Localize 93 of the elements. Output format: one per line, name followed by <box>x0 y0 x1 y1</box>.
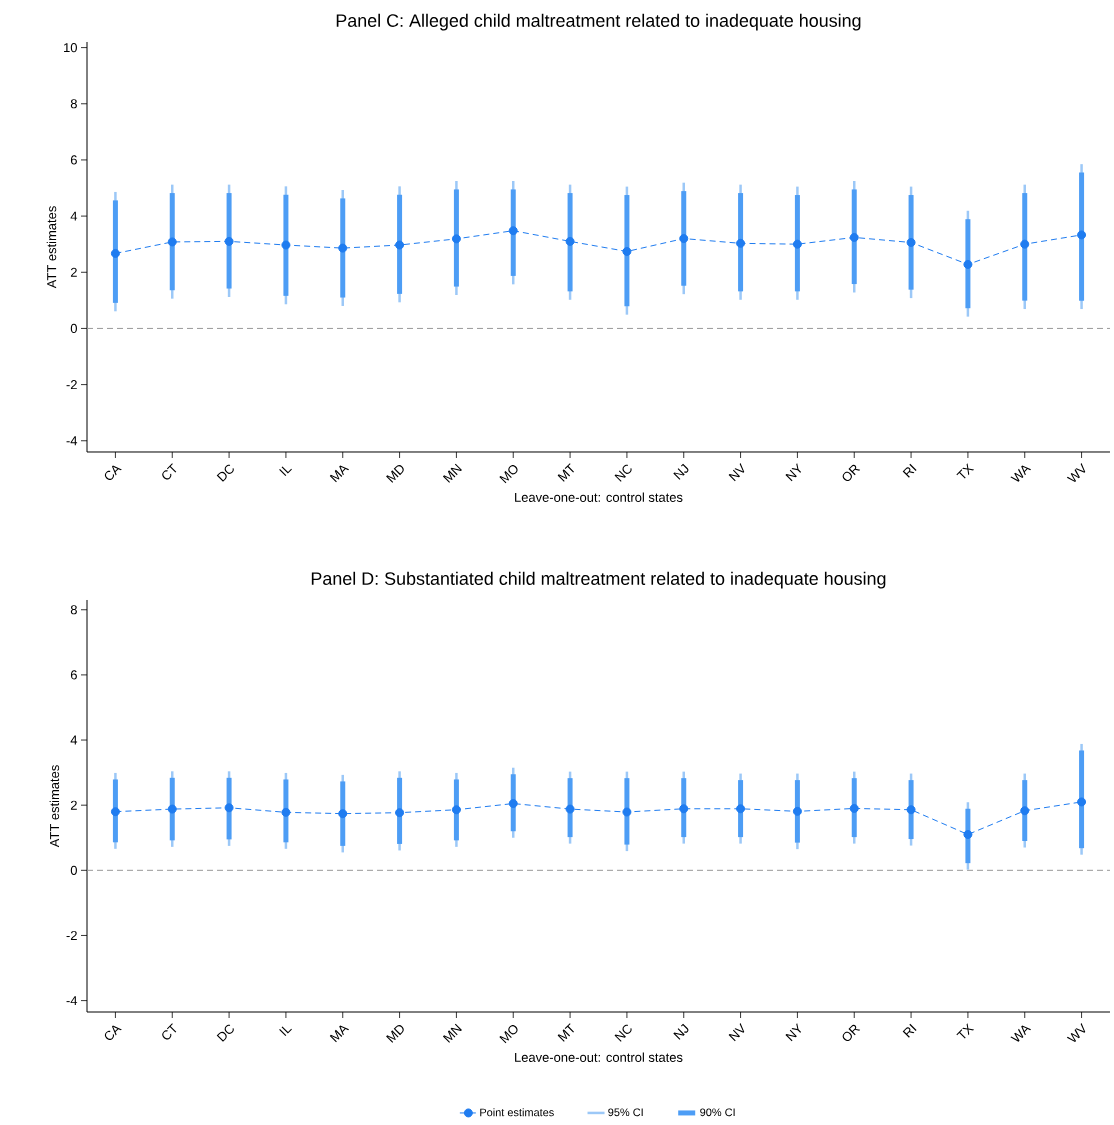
x-tick-label: WV <box>1066 463 1086 483</box>
point <box>1077 230 1087 240</box>
y-tick-label: 2 <box>70 800 77 810</box>
legend-label: 90% CI <box>700 1108 735 1117</box>
bar <box>453 189 459 287</box>
bar <box>340 198 346 298</box>
x-tick-label: IL <box>279 466 292 477</box>
x-tick-label: MT <box>557 463 574 482</box>
point <box>451 234 461 244</box>
bar <box>226 193 232 289</box>
point <box>849 232 859 242</box>
point <box>338 243 348 253</box>
legend-label: 95% CI <box>608 1108 643 1117</box>
x-tick-label: MN <box>442 1023 462 1043</box>
bar <box>965 219 971 309</box>
x-tick-label: MD <box>386 465 404 483</box>
x-tick-label: DC <box>216 464 234 482</box>
x-tick-label: NY <box>785 463 802 482</box>
y-tick-label: -4 <box>66 436 78 446</box>
point <box>792 239 802 249</box>
y-tick-label: 6 <box>70 670 77 680</box>
x-axis-title: Leave-one-out: control states <box>515 492 683 502</box>
y-axis-title: ATT estimates <box>46 206 57 289</box>
y-axis-title: ATT estimates <box>49 765 60 848</box>
bar <box>908 195 914 290</box>
bar <box>624 195 630 307</box>
x-tick-label: WA <box>1010 465 1032 482</box>
x-tick-label: RI <box>902 463 917 478</box>
bar <box>1022 193 1028 301</box>
bar <box>567 193 573 292</box>
x-tick-label: NJ <box>673 1023 689 1040</box>
x-tick-label: DC <box>216 1024 234 1042</box>
x-tick-label: MN <box>442 463 462 483</box>
y-tick-label: 10 <box>64 43 77 53</box>
y-tick-label: 0 <box>70 323 77 334</box>
y-tick-label: -2 <box>66 930 77 940</box>
x-tick-label: TX <box>956 1023 975 1039</box>
x-tick-label: NC <box>614 1024 632 1042</box>
x-tick-label: RI <box>902 1023 917 1038</box>
x-tick-label: IL <box>279 1026 292 1037</box>
x-tick-label: NV <box>728 463 745 482</box>
y-tick-label: 8 <box>70 99 77 109</box>
x-tick-label: CT <box>162 1023 177 1040</box>
x-tick-label: MT <box>557 1023 574 1042</box>
x-tick-label: NY <box>785 1023 802 1042</box>
x-tick-label: MD <box>386 1025 404 1043</box>
x-tick-label: MO <box>499 465 518 484</box>
y-tick-label: 4 <box>70 211 78 221</box>
legend-label: Point estimates <box>480 1108 554 1117</box>
point <box>565 236 575 246</box>
x-tick-label: MO <box>499 1025 518 1044</box>
point <box>167 237 177 247</box>
bar <box>397 194 403 294</box>
y-tick-label: 0 <box>70 865 77 875</box>
x-tick-label: WA <box>1010 1025 1032 1042</box>
x-tick-label: NJ <box>673 463 689 480</box>
x-tick-label: TX <box>956 463 975 479</box>
point <box>622 246 632 256</box>
point <box>224 236 234 246</box>
x-tick-label: CT <box>162 463 177 480</box>
x-tick-label: CA <box>104 465 122 481</box>
y-tick-label: 4 <box>70 735 78 745</box>
point <box>736 238 746 248</box>
x-tick-label: WV <box>1066 1023 1086 1043</box>
y-tick-label: -2 <box>66 380 77 390</box>
point <box>508 226 518 236</box>
x-tick-label: OR <box>842 464 861 482</box>
point <box>679 234 689 244</box>
point <box>906 238 916 247</box>
bar <box>1079 750 1085 849</box>
bar <box>112 200 118 303</box>
point <box>281 240 291 250</box>
y-tick-label: 8 <box>70 605 77 615</box>
bar <box>283 194 289 296</box>
bar <box>681 191 687 286</box>
x-tick-label: MA <box>329 465 350 483</box>
y-tick-label: -4 <box>66 996 78 1006</box>
y-tick-label: 6 <box>70 155 77 165</box>
y-tick-label: 2 <box>70 267 77 277</box>
x-tick-label: CA <box>104 1025 122 1041</box>
point <box>1020 239 1030 249</box>
x-tick-label: NC <box>614 464 632 482</box>
bar <box>738 193 744 292</box>
chart-title: Panel D: Substantiated child maltreatment related to inadequate housing <box>311 571 886 589</box>
chart-title: Panel C: Alleged child maltreatment related to inadequate housing <box>336 13 861 31</box>
x-tick-label: OR <box>842 1024 861 1042</box>
point <box>395 240 405 250</box>
bar <box>794 195 800 292</box>
point <box>963 259 973 269</box>
x-tick-label: MA <box>329 1025 350 1043</box>
x-tick-label: NV <box>728 1023 745 1042</box>
x-axis-title: Leave-one-out: control states <box>515 1052 683 1062</box>
point <box>110 248 120 258</box>
